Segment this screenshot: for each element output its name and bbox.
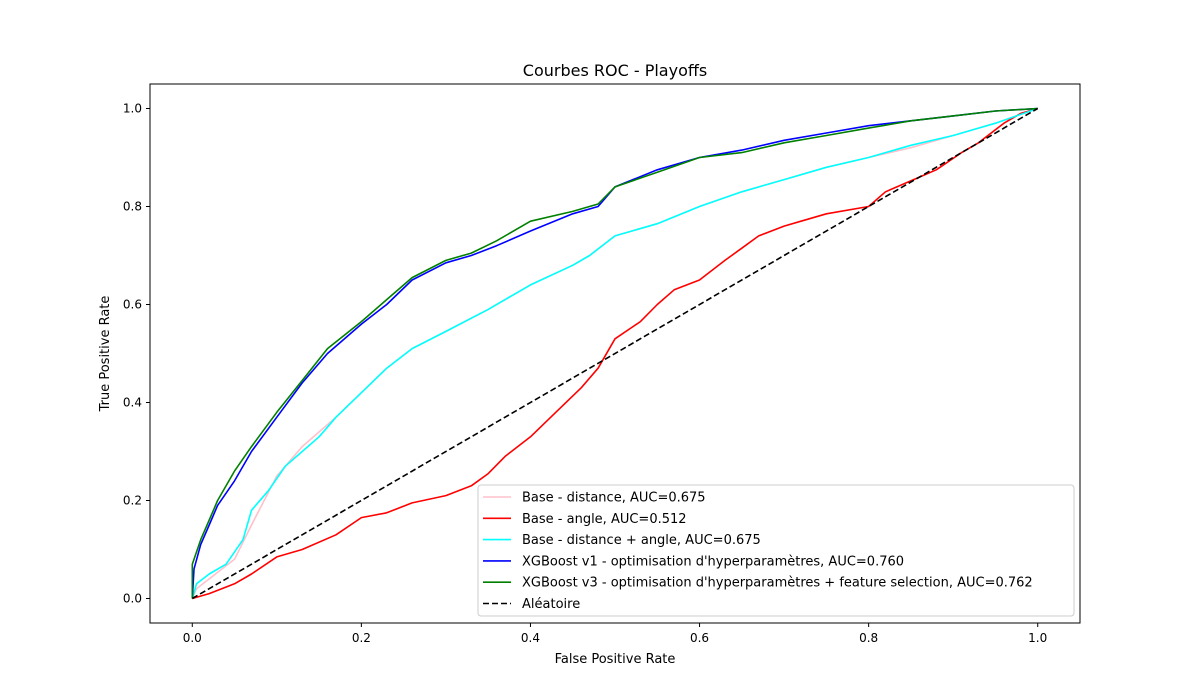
legend: Base - distance, AUC=0.675 Base - angle, …	[477, 484, 1075, 617]
legend-label-3: XGBoost v1 - optimisation d'hyperparamèt…	[522, 554, 904, 569]
legend-box	[477, 484, 1075, 617]
legend-label-0: Base - distance, AUC=0.675	[522, 491, 706, 506]
x-tick-label: 0.2	[352, 631, 371, 645]
legend-label-2: Base - distance + angle, AUC=0.675	[522, 533, 761, 548]
series-line-5	[191, 107, 1039, 600]
x-tick-label: 0.0	[183, 631, 202, 645]
x-tick-label: 0.4	[521, 631, 540, 645]
legend-label-5: Aléatoire	[522, 597, 580, 612]
series-line-1	[192, 107, 1038, 600]
y-axis-ticks: 0.0 0.2 0.4 0.6 0.8 1.0	[123, 102, 150, 606]
x-axis-ticks: 0.0 0.2 0.4 0.6 0.8 1.0	[183, 623, 1047, 645]
y-tick-label: 0.4	[123, 396, 142, 410]
y-tick-label: 0.6	[123, 298, 142, 312]
y-tick-label: 0.0	[123, 592, 142, 606]
x-tick-label: 0.8	[859, 631, 878, 645]
y-axis-label: True Positive Rate	[98, 296, 113, 413]
chart-title: Courbes ROC - Playoffs	[523, 61, 707, 80]
legend-items: Base - distance, AUC=0.675 Base - angle, …	[483, 491, 1033, 612]
x-tick-label: 0.6	[690, 631, 709, 645]
legend-label-4: XGBoost v3 - optimisation d'hyperparamèt…	[522, 576, 1033, 591]
series-line-4	[191, 107, 1038, 599]
series-layer	[191, 107, 1039, 600]
series-line-2	[191, 107, 1038, 599]
y-tick-label: 0.2	[123, 494, 142, 508]
plot-area: 0.0 0.2 0.4 0.6 0.8 1.0 0.0 0.2 0.4 0.6 0.8 1.0	[123, 83, 1081, 645]
axes-frame	[149, 83, 1081, 624]
y-tick-label: 1.0	[123, 102, 142, 116]
legend-label-1: Base - angle, AUC=0.512	[522, 512, 687, 527]
series-line-3	[191, 107, 1038, 599]
x-axis-label: False Positive Rate	[555, 652, 676, 667]
x-tick-label: 1.0	[1028, 631, 1047, 645]
y-tick-label: 0.8	[123, 200, 142, 214]
